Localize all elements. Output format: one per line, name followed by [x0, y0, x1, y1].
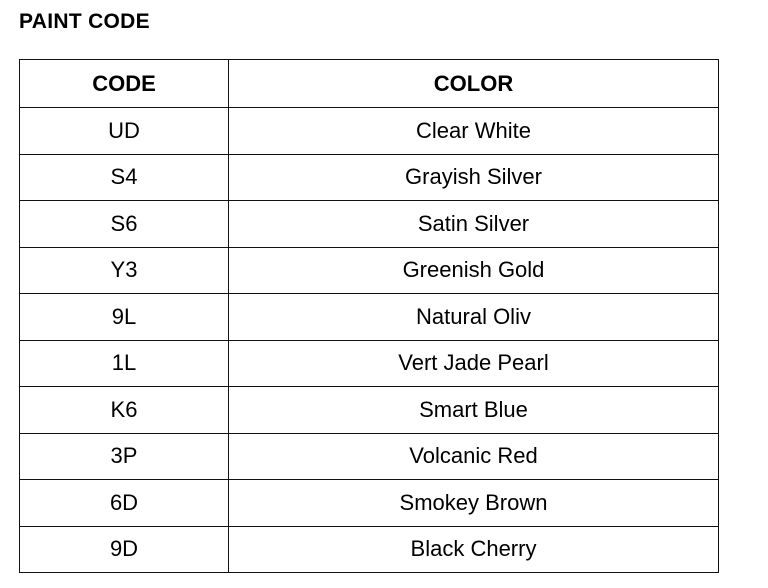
cell-code: 9D — [19, 525, 229, 573]
table-row: 1L Vert Jade Pearl — [19, 339, 719, 387]
cell-code: 1L — [19, 339, 229, 387]
cell-code: 3P — [19, 432, 229, 480]
page-title: PAINT CODE — [19, 10, 150, 33]
cell-code: S6 — [19, 200, 229, 248]
cell-color: Natural Oliv — [228, 293, 719, 341]
cell-color: Grayish Silver — [228, 153, 719, 201]
cell-color: Vert Jade Pearl — [228, 339, 719, 387]
table-row: 9L Natural Oliv — [19, 293, 719, 341]
cell-code: 9L — [19, 293, 229, 341]
table-row: K6 Smart Blue — [19, 386, 719, 434]
table-row: 3P Volcanic Red — [19, 432, 719, 480]
table-row: S4 Grayish Silver — [19, 153, 719, 201]
table-row: S6 Satin Silver — [19, 200, 719, 248]
table-row: 6D Smokey Brown — [19, 479, 719, 527]
cell-code: S4 — [19, 153, 229, 201]
cell-code: Y3 — [19, 246, 229, 294]
cell-color: Volcanic Red — [228, 432, 719, 480]
header-color: COLOR — [228, 59, 719, 108]
cell-color: Smokey Brown — [228, 479, 719, 527]
header-code: CODE — [19, 59, 229, 108]
cell-code: UD — [19, 107, 229, 155]
paint-code-table: CODE COLOR UD Clear White S4 Grayish Silver… — [19, 59, 719, 573]
cell-color: Clear White — [228, 107, 719, 155]
cell-color: Satin Silver — [228, 200, 719, 248]
table-row: UD Clear White — [19, 107, 719, 155]
cell-code: 6D — [19, 479, 229, 527]
cell-code: K6 — [19, 386, 229, 434]
table-row: Y3 Greenish Gold — [19, 246, 719, 294]
cell-color: Smart Blue — [228, 386, 719, 434]
table-row: 9D Black Cherry — [19, 525, 719, 573]
cell-color: Greenish Gold — [228, 246, 719, 294]
table-header-row: CODE COLOR — [19, 59, 719, 108]
cell-color: Black Cherry — [228, 525, 719, 573]
